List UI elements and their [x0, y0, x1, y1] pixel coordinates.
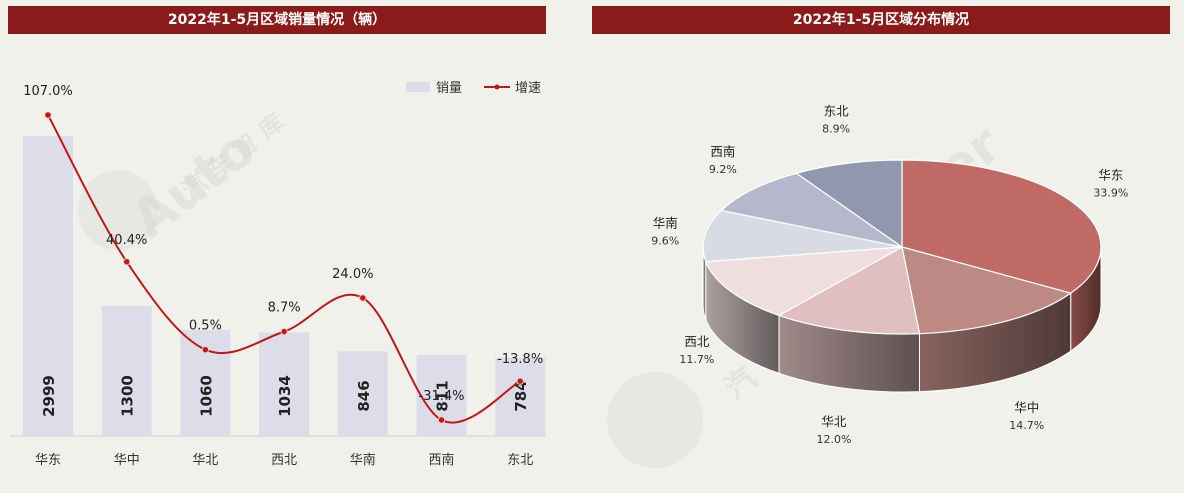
x-tick-label: 西北 — [271, 453, 297, 468]
pie-category-label: 华中 — [1014, 400, 1039, 415]
growth-value-label: 24.0% — [332, 267, 373, 282]
growth-point — [516, 377, 524, 385]
chart-legend: 销量 增速 — [406, 81, 541, 96]
pie-slice — [901, 159, 1102, 294]
growth-point — [201, 346, 210, 354]
legend-marker-growth — [494, 84, 500, 90]
growth-point — [44, 111, 52, 119]
x-tick-label: 华中 — [114, 453, 140, 468]
legend-swatch-sales — [406, 82, 430, 92]
pie-value-label: 33.9% — [1093, 187, 1128, 200]
pie-slice — [720, 172, 903, 248]
growth-point — [123, 258, 131, 266]
pie-value-label: 9.6% — [651, 234, 679, 247]
pie-category-label: 东北 — [824, 103, 850, 118]
bar-value-label: 784 — [512, 380, 530, 411]
growth-value-label: -13.8% — [497, 352, 543, 367]
pie-slice — [705, 246, 903, 317]
x-tick-label: 华东 — [35, 453, 61, 468]
bar — [259, 332, 310, 436]
x-tick-label: 东北 — [507, 453, 533, 468]
pie-value-label: 8.9% — [822, 122, 850, 135]
pie-slice — [702, 209, 903, 263]
pie-value-label: 14.7% — [1009, 419, 1044, 432]
bar-value-label: 846 — [355, 380, 373, 411]
growth-value-label: 8.7% — [268, 301, 301, 316]
growth-value-label: -31.4% — [419, 389, 465, 404]
growth-value-label: 0.5% — [189, 319, 222, 334]
legend-label-growth: 增速 — [515, 81, 541, 96]
bar-value-label: 811 — [434, 380, 452, 411]
svg-text:汽: 汽 — [718, 360, 763, 406]
growth-point — [280, 327, 288, 336]
pie-category-label: 华北 — [821, 414, 847, 429]
pie-slice — [777, 246, 921, 335]
bar-value-label: 1060 — [197, 375, 215, 417]
bar-chart: 2999 华东 1300 华中 1060 华北 1034 西北 846 华南 811 西南 784 东北 1… — [10, 84, 546, 468]
bar-chart-title: 2022年1-5月区域销量情况（辆） — [8, 6, 546, 34]
pie-category-label: 华东 — [1098, 168, 1123, 183]
x-tick-label: 华南 — [350, 452, 376, 468]
pie-value-label: 12.0% — [816, 433, 851, 446]
pie-category-label: 华南 — [653, 215, 678, 230]
pie-slice — [795, 159, 903, 249]
bar-value-label: 1034 — [276, 375, 294, 417]
pie-category-label: 西北 — [684, 334, 710, 349]
bar — [101, 305, 152, 436]
pie-chart-title: 2022年1-5月区域分布情况 — [592, 6, 1170, 34]
growth-point — [437, 416, 446, 424]
bar — [495, 357, 546, 436]
bar-value-label: 1300 — [119, 375, 137, 417]
growth-point — [359, 294, 367, 302]
bar — [337, 351, 388, 436]
pie-slice — [901, 246, 1073, 335]
pie-value-label: 9.2% — [709, 163, 737, 176]
pie-chart: 华东 33.9% 华中 14.7% 华北 12.0% 西北 11.7% 华南 9.6% 西南 9.2%… — [651, 103, 1128, 446]
legend-label-sales: 销量 — [436, 81, 462, 96]
x-tick-label: 华北 — [192, 453, 218, 468]
growth-value-label: 40.4% — [106, 233, 147, 248]
bar-value-label: 2999 — [40, 375, 58, 417]
bar — [23, 136, 73, 436]
growth-value-label: 107.0% — [23, 84, 73, 99]
pie-value-label: 11.7% — [679, 353, 714, 366]
pie-category-label: 西南 — [710, 144, 735, 159]
x-tick-label: 西南 — [428, 452, 454, 468]
